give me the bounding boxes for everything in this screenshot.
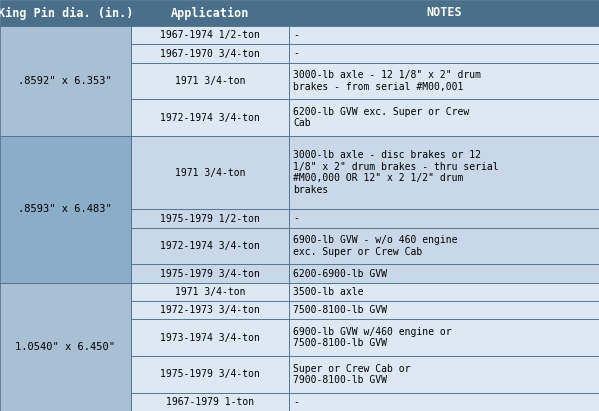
Bar [289,264,599,283]
Bar [131,136,289,209]
Bar [289,301,599,319]
Bar [0,0,131,26]
Bar [131,283,289,301]
Text: -: - [294,48,299,58]
Text: 6200-lb GVW exc. Super or Crew
Cab: 6200-lb GVW exc. Super or Crew Cab [294,107,470,129]
Bar [289,319,599,356]
Bar [289,0,599,26]
Text: 1975-1979 1/2-ton: 1975-1979 1/2-ton [160,213,260,224]
Text: 1972-1974 3/4-ton: 1972-1974 3/4-ton [160,241,260,251]
Text: King Pin dia. (in.): King Pin dia. (in.) [0,7,133,20]
Text: 3000-lb axle - 12 1/8" x 2" drum
brakes - from serial #M00,001: 3000-lb axle - 12 1/8" x 2" drum brakes … [294,70,482,92]
Text: 1971 3/4-ton: 1971 3/4-ton [175,168,245,178]
Bar [131,264,289,283]
Text: 1973-1974 3/4-ton: 1973-1974 3/4-ton [160,332,260,343]
Bar [289,44,599,62]
Bar [131,0,289,26]
Bar [289,228,599,264]
Bar [131,44,289,62]
Bar [289,26,599,44]
Text: 1975-1979 3/4-ton: 1975-1979 3/4-ton [160,369,260,379]
Bar [289,62,599,99]
Bar [289,356,599,393]
Text: 1971 3/4-ton: 1971 3/4-ton [175,76,245,86]
Bar [131,356,289,393]
Bar [289,136,599,209]
Bar [131,319,289,356]
Bar [131,228,289,264]
Text: 1972-1974 3/4-ton: 1972-1974 3/4-ton [160,113,260,122]
Bar [131,99,289,136]
Text: 6900-lb GVW - w/o 460 engine
exc. Super or Crew Cab: 6900-lb GVW - w/o 460 engine exc. Super … [294,235,458,257]
Text: .8592" x 6.353": .8592" x 6.353" [19,76,112,86]
Text: 1972-1973 3/4-ton: 1972-1973 3/4-ton [160,305,260,315]
Text: 1967-1979 1-ton: 1967-1979 1-ton [166,397,254,407]
Text: 6900-lb GVW w/460 engine or
7500-8100-lb GVW: 6900-lb GVW w/460 engine or 7500-8100-lb… [294,327,452,349]
Text: NOTES: NOTES [426,7,462,19]
Bar [289,99,599,136]
Text: 7500-8100-lb GVW: 7500-8100-lb GVW [294,305,388,315]
Bar [0,283,131,411]
Text: -: - [294,397,299,407]
Text: -: - [294,213,299,224]
Bar [131,62,289,99]
Bar [0,26,131,136]
Text: 1967-1974 1/2-ton: 1967-1974 1/2-ton [160,30,260,40]
Text: 1.0540" x 6.450": 1.0540" x 6.450" [16,342,115,352]
Bar [131,26,289,44]
Text: Super or Crew Cab or
7900-8100-lb GVW: Super or Crew Cab or 7900-8100-lb GVW [294,364,411,385]
Text: 3000-lb axle - disc brakes or 12
1/8" x 2" drum brakes - thru serial
#M00,000 OR: 3000-lb axle - disc brakes or 12 1/8" x … [294,150,499,195]
Bar [289,209,599,228]
Text: .8593" x 6.483": .8593" x 6.483" [19,204,112,214]
Text: 3500-lb axle: 3500-lb axle [294,287,364,297]
Bar [289,393,599,411]
Bar [131,393,289,411]
Text: 1967-1970 3/4-ton: 1967-1970 3/4-ton [160,48,260,58]
Text: 1971 3/4-ton: 1971 3/4-ton [175,287,245,297]
Bar [131,209,289,228]
Text: -: - [294,30,299,40]
Text: 1975-1979 3/4-ton: 1975-1979 3/4-ton [160,268,260,279]
Bar [289,283,599,301]
Text: Application: Application [171,7,249,20]
Bar [131,301,289,319]
Text: 6200-6900-lb GVW: 6200-6900-lb GVW [294,268,388,279]
Bar [0,136,131,283]
